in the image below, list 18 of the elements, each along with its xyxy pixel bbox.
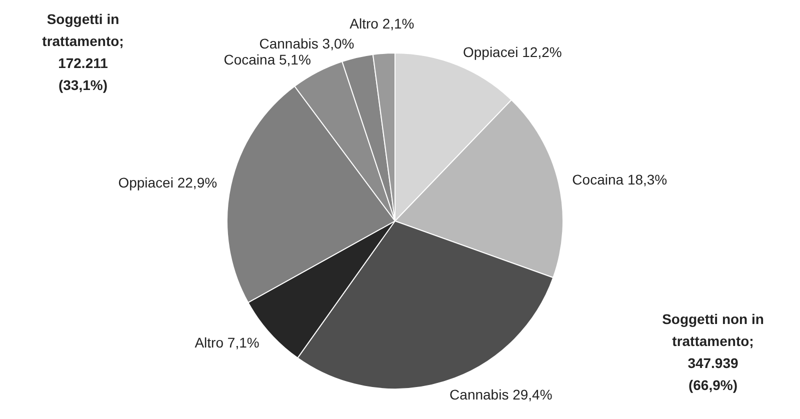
- slice-label: Cocaina: [572, 171, 624, 188]
- slice-label: Oppiacei: [462, 44, 518, 60]
- text: Soggetti in trattamento; 172.211 (33,1%): [41, 10, 125, 95]
- slice-label: Cannabis: [450, 386, 509, 403]
- slice-label: Cocaina: [224, 52, 276, 68]
- data-label: 22,9%: [177, 174, 218, 191]
- slice-label: Altro: [350, 15, 378, 32]
- data-label: 12,2%: [522, 44, 562, 60]
- data-label: 18,3%: [627, 171, 668, 188]
- slice-label: Cannabis: [259, 36, 318, 52]
- data-label: 3,0%: [322, 36, 354, 52]
- text: Soggetti non in trattamento; 347.939 (66,9%): [661, 310, 765, 395]
- slice-label: Oppiacei: [118, 174, 174, 191]
- slice-label: Altro: [194, 334, 224, 350]
- data-label: 29,4%: [512, 386, 552, 403]
- data-label: 2,1%: [382, 15, 414, 32]
- data-label: 7,1%: [227, 334, 260, 350]
- data-label: 5,1%: [279, 52, 311, 68]
